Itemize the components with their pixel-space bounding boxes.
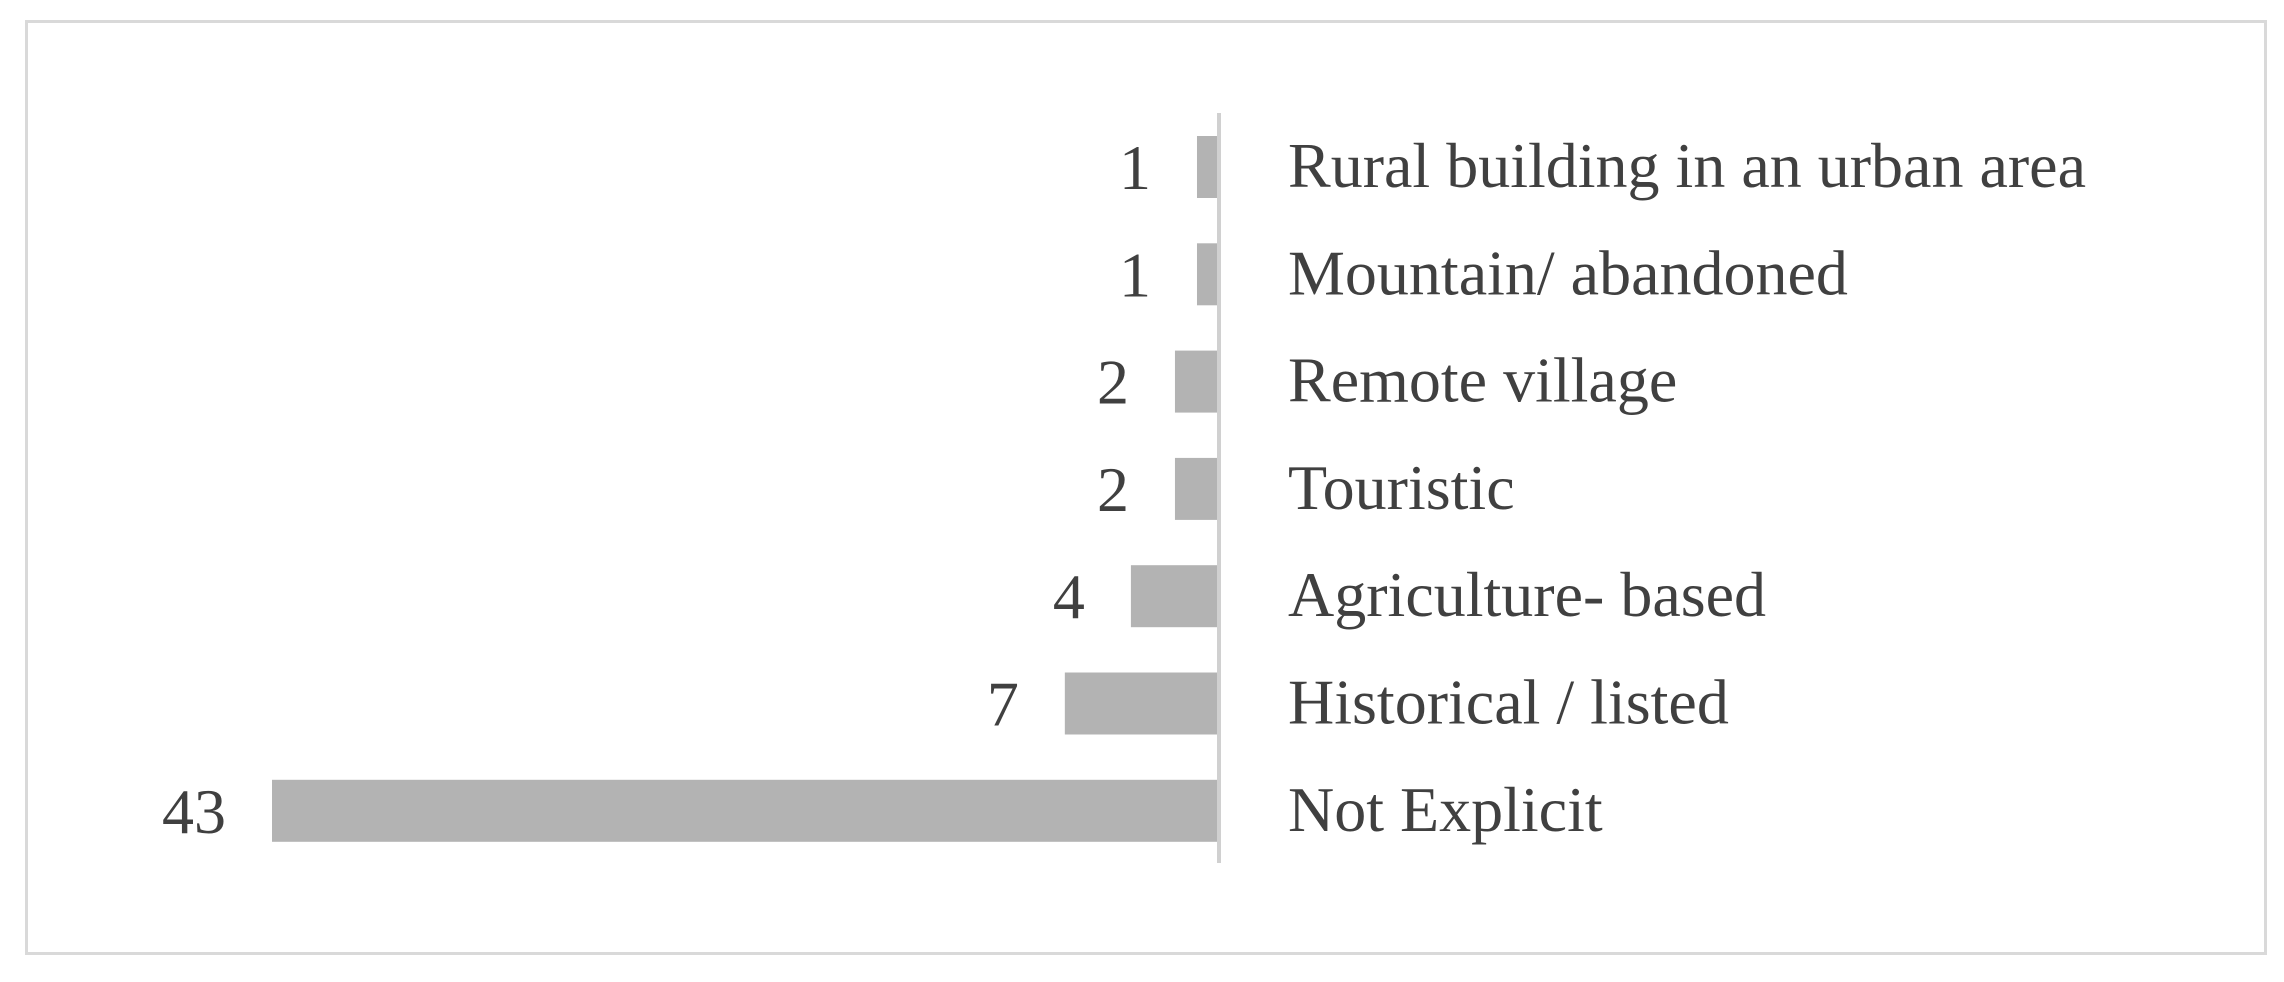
bar [1174,457,1219,520]
data-label: 43 [162,776,226,847]
category-label: Mountain/ abandoned [1288,237,1848,308]
chart-frame: 1 Rural building in an urban area 1 Mountai… [25,20,2267,955]
category-label: Rural building in an urban area [1288,130,2086,201]
data-label: 7 [987,669,1019,740]
bar [272,779,1219,842]
data-label: 1 [1119,132,1151,203]
bar [1174,350,1219,413]
category-label: Not Explicit [1288,774,1603,845]
data-label: 1 [1119,239,1151,310]
bar-chart: 1 Rural building in an urban area 1 Mountai… [162,113,2086,863]
bar [1196,136,1219,198]
category-label: Touristic [1288,452,1515,523]
bar [1064,672,1219,735]
category-label: Historical / listed [1288,667,1729,738]
category-label: Remote village [1288,345,1677,416]
bar [1196,243,1219,306]
bar [1130,565,1219,628]
data-label: 2 [1097,454,1129,525]
labels-layer: 1 Rural building in an urban area 1 Mountai… [162,130,2086,847]
data-label: 4 [1053,561,1085,632]
data-label: 2 [1097,347,1129,418]
category-label: Agriculture- based [1288,559,1766,630]
bars-layer [272,136,1219,842]
